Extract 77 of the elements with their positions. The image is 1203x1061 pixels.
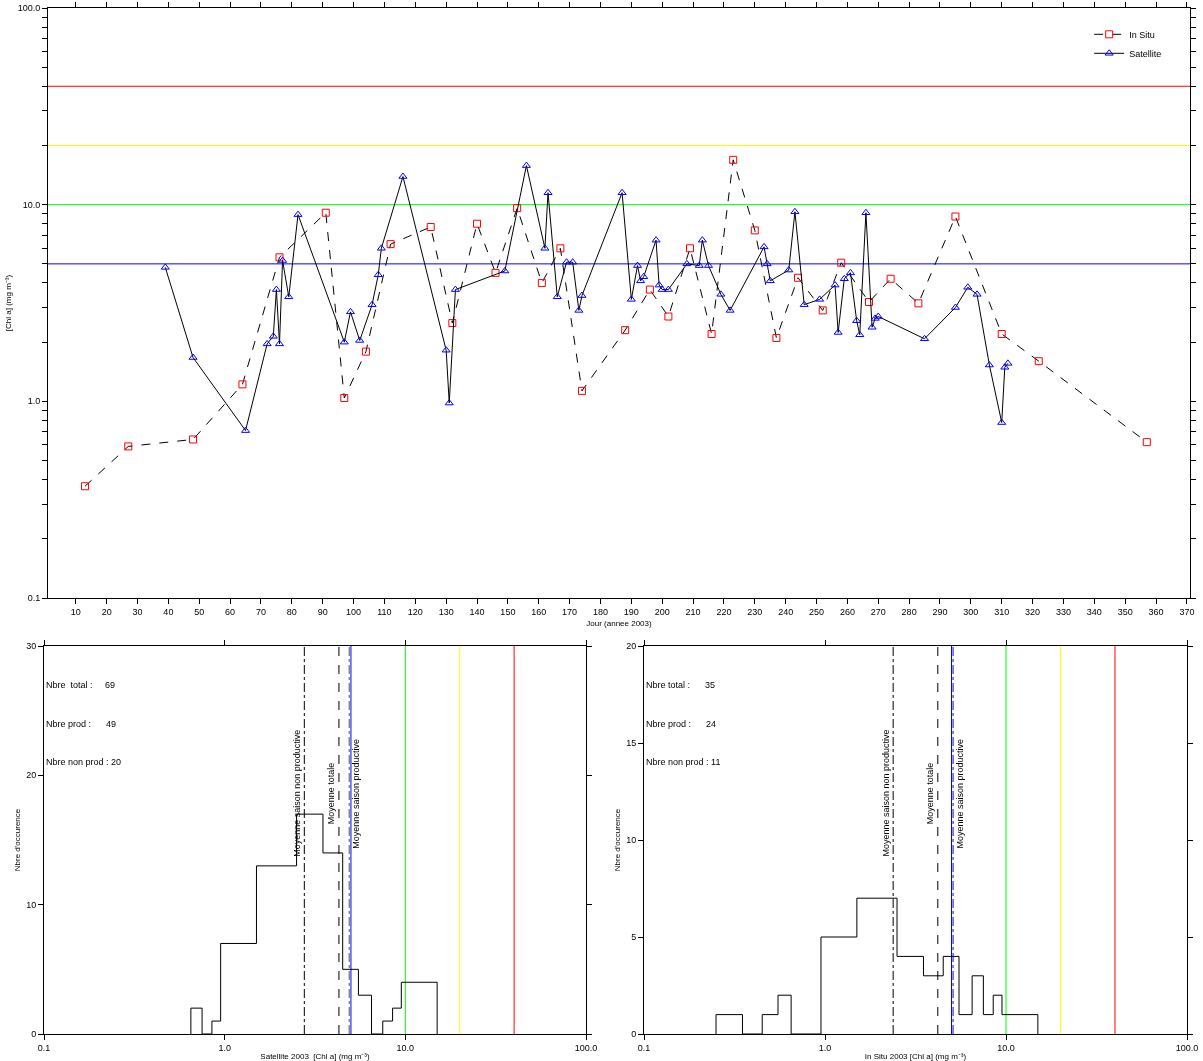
x-tick-label: 80	[286, 606, 297, 617]
x-tick-label: 110	[377, 606, 392, 617]
x-tick-label: 270	[870, 606, 886, 617]
y-tick-label: 10	[26, 899, 37, 910]
x-tick-label: 10.0	[997, 1042, 1015, 1053]
x-tick-label: 230	[747, 606, 763, 617]
x-tick-label: 120	[407, 606, 423, 617]
y-tick-label: 10	[626, 835, 637, 846]
y-tick-label: 30	[26, 641, 37, 652]
annotation: Nbre prod : 49	[46, 719, 117, 729]
x-tick-label: 310	[994, 606, 1010, 617]
ref-line-label: Moyenne totale	[326, 762, 337, 825]
annotation: Nbre prod : 24	[646, 719, 717, 729]
legend-label: In Situ	[1129, 29, 1155, 40]
x-tick-label: 250	[809, 606, 825, 617]
ref-line-label: Moyenne saison productive	[954, 738, 965, 849]
x-tick-label: 1.0	[818, 1042, 832, 1053]
y-tick-label: 0	[31, 1029, 37, 1040]
ref-line-label: Moyenne saison non productive	[291, 729, 302, 857]
x-tick-label: 100.0	[1175, 1042, 1199, 1053]
x-axis-title: Jour (annee 2003)	[586, 618, 653, 628]
x-tick-label: 370	[1179, 606, 1195, 617]
y-tick-label: 100.0	[17, 3, 41, 14]
x-tick-label: 190	[623, 606, 639, 617]
x-tick-label: 20	[101, 606, 112, 617]
y-tick-label: 1.0	[27, 396, 41, 407]
x-tick-label: 200	[654, 606, 670, 617]
x-tick-label: 170	[562, 606, 578, 617]
y-tick-label: 0	[631, 1029, 637, 1040]
annotation: Nbre total : 69	[46, 680, 116, 690]
x-tick-label: 150	[500, 606, 516, 617]
y-axis-title: [Chl a] (mg m⁻³)	[4, 274, 14, 332]
ref-line-label: Moyenne saison non productive	[880, 729, 891, 857]
x-axis-title: Satellite 2003 [Chl a] (mg m⁻³)	[260, 1052, 370, 1061]
annotation: Nbre non prod : 11	[646, 757, 721, 767]
ref-line-label: Moyenne saison productive	[350, 739, 361, 849]
annotation: Nbre total : 35	[646, 680, 716, 690]
x-tick-label: 330	[1055, 606, 1071, 617]
x-tick-label: 350	[1117, 606, 1133, 617]
x-tick-label: 260	[839, 606, 855, 617]
y-tick-label: 0.1	[27, 593, 41, 604]
x-tick-label: 50	[194, 606, 205, 617]
y-tick-label: 10.0	[22, 199, 41, 210]
x-tick-label: 0.1	[37, 1042, 51, 1053]
x-tick-label: 10	[70, 606, 81, 617]
annotation: Nbre non prod : 20	[46, 757, 122, 767]
x-tick-label: 10.0	[396, 1042, 415, 1053]
x-tick-label: 130	[438, 606, 454, 617]
x-tick-label: 70	[255, 606, 266, 617]
legend-label: Satellite	[1129, 48, 1162, 59]
x-tick-label: 100.0	[574, 1042, 598, 1053]
x-tick-label: 300	[963, 606, 979, 617]
x-tick-label: 360	[1148, 606, 1164, 617]
x-tick-label: 40	[163, 606, 174, 617]
y-axis-title: Nbre d'occurence	[612, 808, 622, 872]
y-tick-label: 5	[631, 932, 637, 943]
y-axis-title: Nbre d'occurence	[12, 808, 22, 872]
x-tick-label: 320	[1025, 606, 1041, 617]
x-tick-label: 290	[932, 606, 948, 617]
y-tick-label: 20	[26, 770, 37, 781]
x-tick-label: 220	[716, 606, 732, 617]
y-tick-label: 15	[626, 738, 637, 749]
x-axis-title: In Situ 2003 [Chl a] (mg m⁻³)	[864, 1052, 967, 1061]
x-tick-label: 180	[592, 606, 608, 617]
x-tick-label: 280	[901, 606, 917, 617]
ref-line-label: Moyenne totale	[925, 762, 936, 825]
x-tick-label: 140	[469, 606, 485, 617]
x-tick-label: 30	[132, 606, 143, 617]
x-tick-label: 160	[531, 606, 547, 617]
x-tick-label: 340	[1086, 606, 1102, 617]
x-tick-label: 240	[778, 606, 794, 617]
x-tick-label: 210	[685, 606, 701, 617]
y-tick-label: 20	[626, 641, 637, 652]
x-tick-label: 100	[346, 606, 362, 617]
x-tick-label: 1.0	[218, 1042, 231, 1053]
x-tick-label: 90	[317, 606, 328, 617]
x-tick-label: 60	[225, 606, 236, 617]
